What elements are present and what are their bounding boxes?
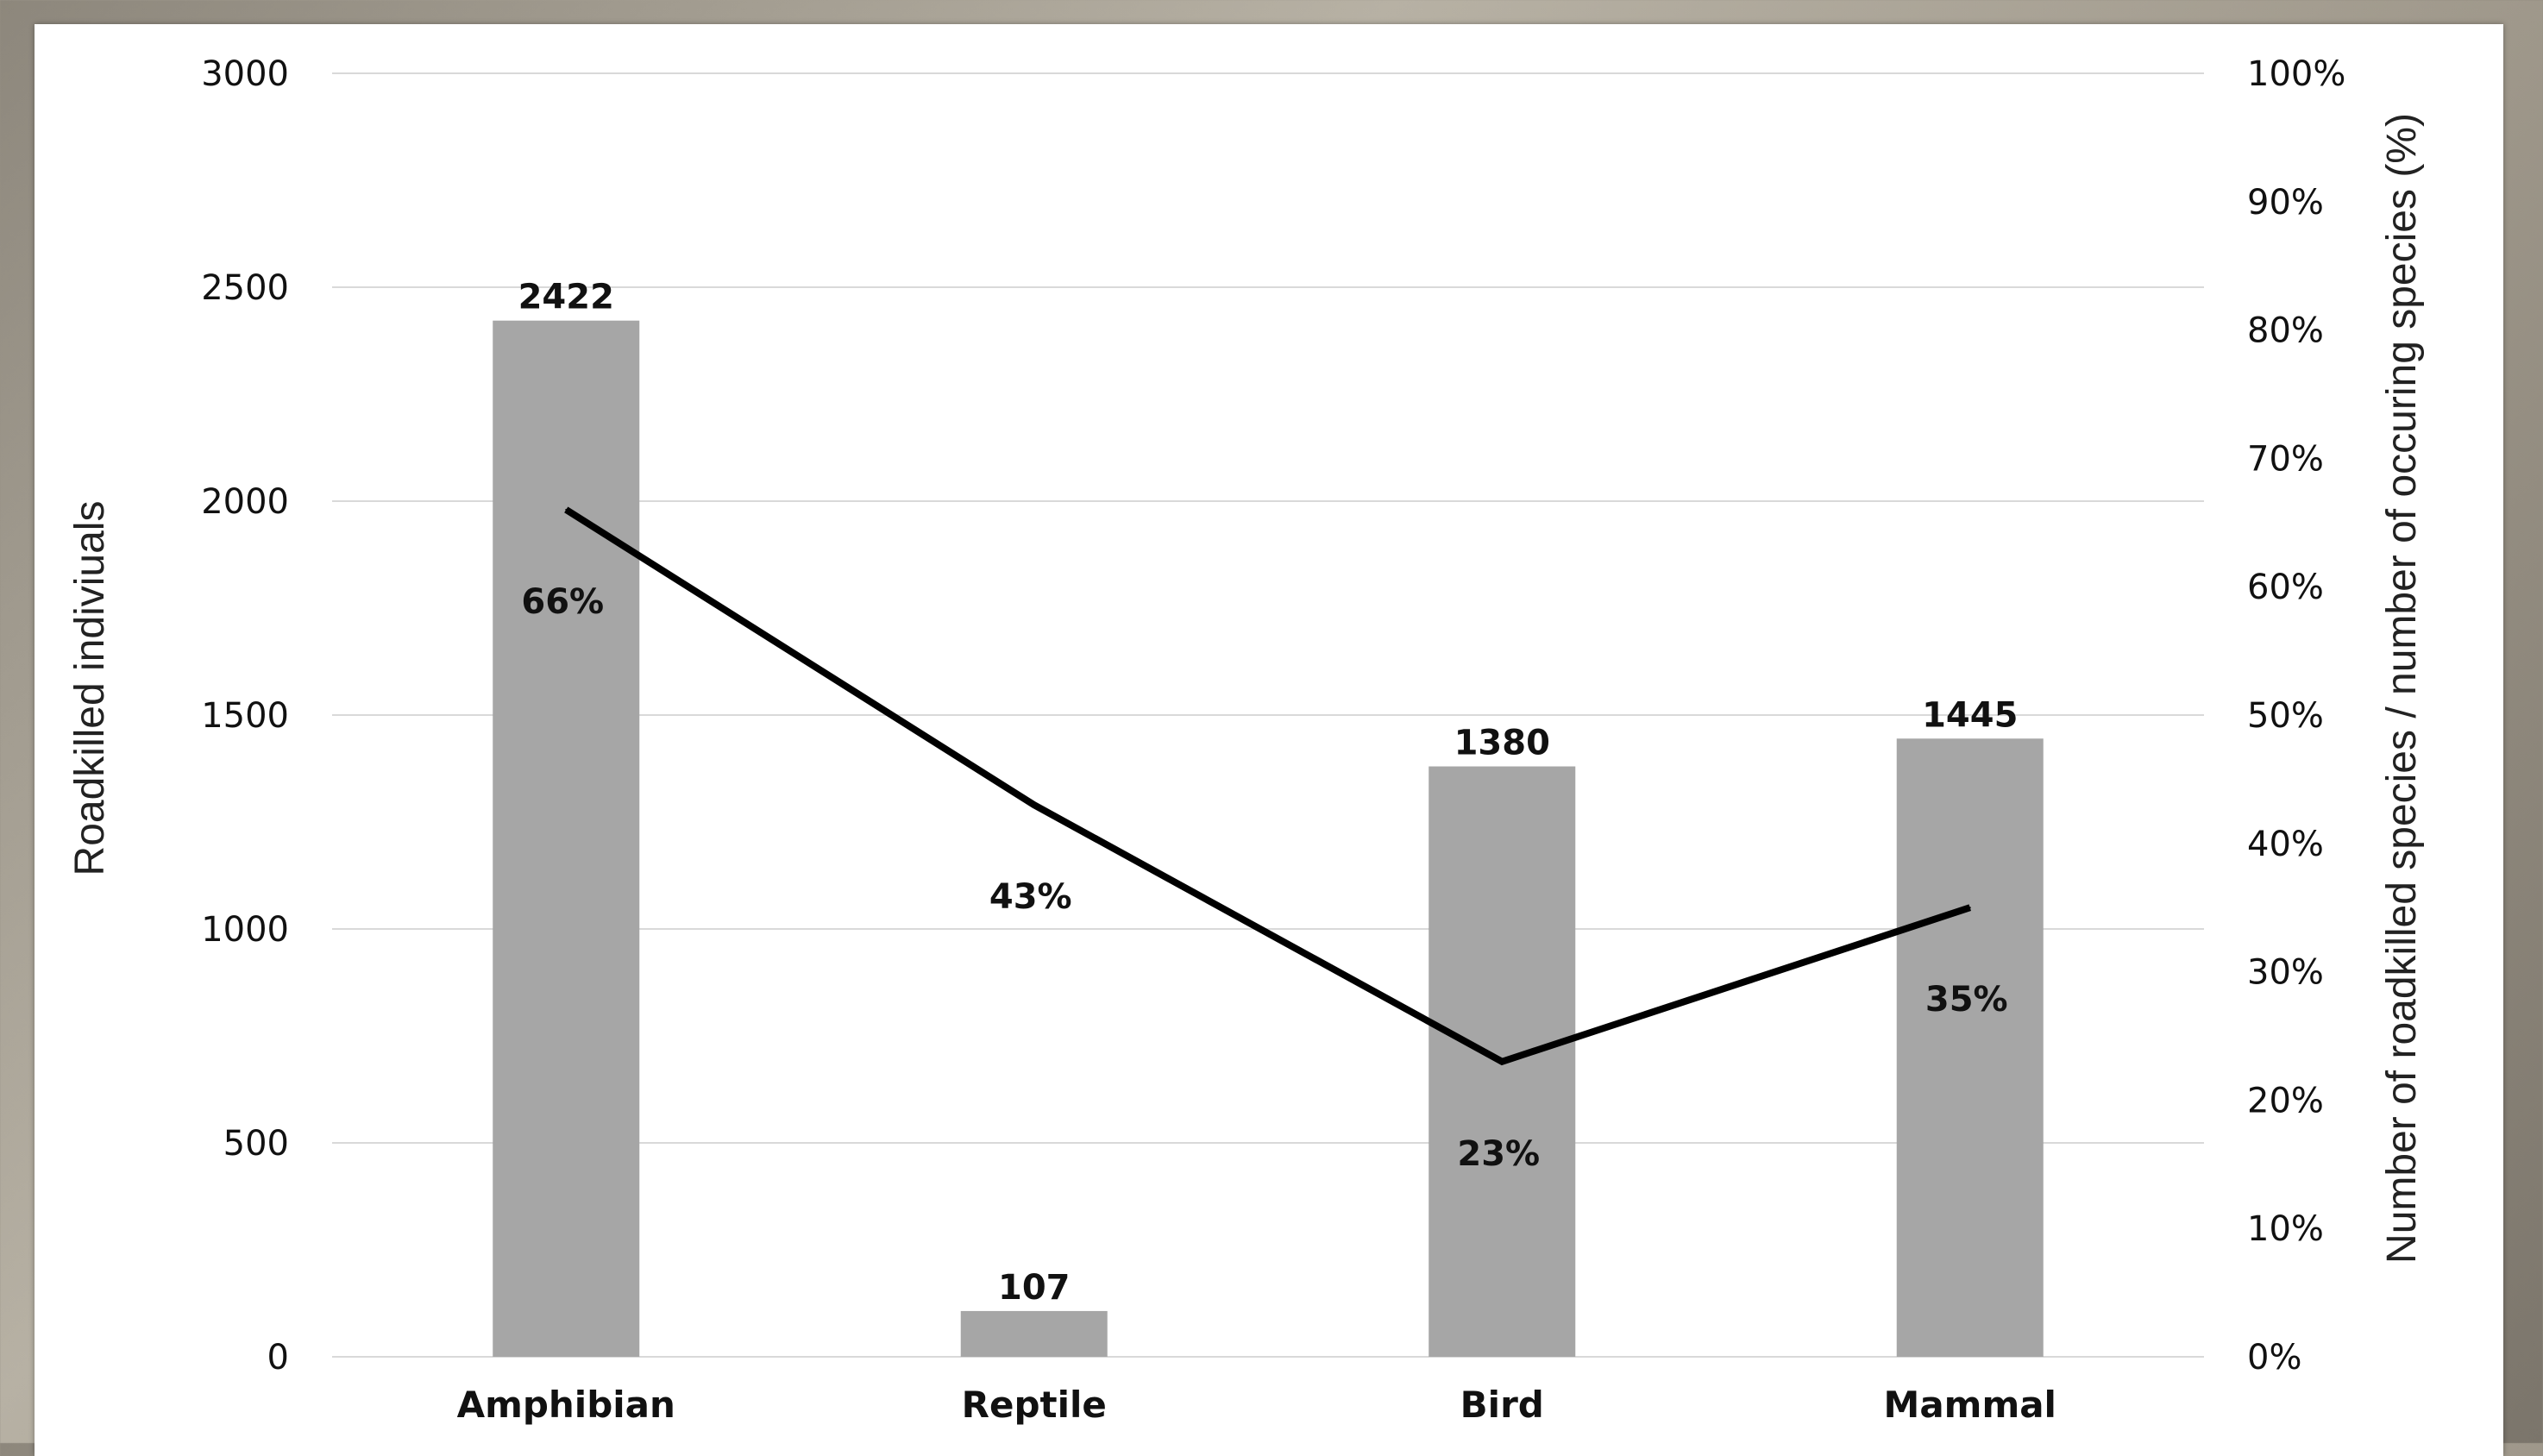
bar-value-label: 107 — [998, 1268, 1071, 1308]
right-tick-label: 60% — [2247, 568, 2324, 607]
left-axis-ticks: 0 500 1000 1500 2000 2500 3000 — [201, 54, 289, 1378]
bar-value-label: 1445 — [1922, 695, 2018, 735]
bar-series — [493, 320, 2044, 1357]
right-tick-label: 10% — [2247, 1209, 2324, 1249]
line-point — [1501, 1060, 1504, 1063]
line-point — [1033, 804, 1035, 806]
gridlines — [332, 72, 2204, 1358]
bar-value-label: 1380 — [1454, 724, 1550, 763]
bar-value-labels: 2422 107 1380 1445 — [518, 278, 2019, 1308]
line-value-label: 66% — [521, 582, 604, 622]
right-tick-label: 20% — [2247, 1081, 2324, 1120]
line-value-labels: 66% 43% 23% 35% — [521, 582, 2007, 1174]
bar — [960, 1310, 1108, 1357]
category-label: Amphibian — [457, 1384, 675, 1426]
left-tick-label: 0 — [267, 1338, 289, 1378]
right-tick-label: 0% — [2247, 1338, 2301, 1378]
category-label: Mammal — [1884, 1384, 2056, 1426]
line-value-label: 23% — [1457, 1134, 1540, 1174]
right-tick-label: 40% — [2247, 825, 2324, 864]
line-point — [565, 508, 568, 511]
right-tick-label: 30% — [2247, 953, 2324, 993]
chart: 0 500 1000 1500 2000 2500 3000 0% 10% 20% 30% 40% 5… — [67, 54, 2425, 1426]
left-axis-title: Roadkilled indiviuals — [67, 501, 113, 876]
category-labels: Amphibian Reptile Bird Mammal — [457, 1384, 2056, 1426]
line-value-label: 43% — [989, 877, 1072, 917]
right-axis-title: Number of roadkilled species / number of… — [2379, 113, 2425, 1264]
right-tick-label: 50% — [2247, 696, 2324, 736]
left-tick-label: 1500 — [201, 696, 289, 736]
category-label: Bird — [1460, 1384, 1544, 1426]
right-tick-label: 70% — [2247, 439, 2324, 479]
bar-value-label: 2422 — [518, 278, 614, 317]
left-tick-label: 3000 — [201, 54, 289, 94]
bar — [1896, 738, 2044, 1357]
line-value-label: 35% — [1925, 980, 2008, 1020]
category-label: Reptile — [962, 1384, 1107, 1426]
line-series — [564, 506, 1972, 1066]
line-point — [1968, 907, 1971, 909]
left-tick-label: 1000 — [201, 910, 289, 950]
line-path — [564, 506, 1972, 1066]
right-tick-label: 90% — [2247, 183, 2324, 223]
left-tick-label: 2000 — [201, 482, 289, 522]
chart-panel: 0 500 1000 1500 2000 2500 3000 0% 10% 20% 30% 40% 5… — [35, 24, 2503, 1456]
left-tick-label: 2500 — [201, 268, 289, 308]
right-axis-ticks: 0% 10% 20% 30% 40% 50% 60% 70% 80% 90% 100% — [2247, 54, 2345, 1378]
right-tick-label: 100% — [2247, 54, 2345, 94]
bar — [493, 320, 640, 1357]
left-tick-label: 500 — [223, 1124, 289, 1164]
right-tick-label: 80% — [2247, 311, 2324, 351]
